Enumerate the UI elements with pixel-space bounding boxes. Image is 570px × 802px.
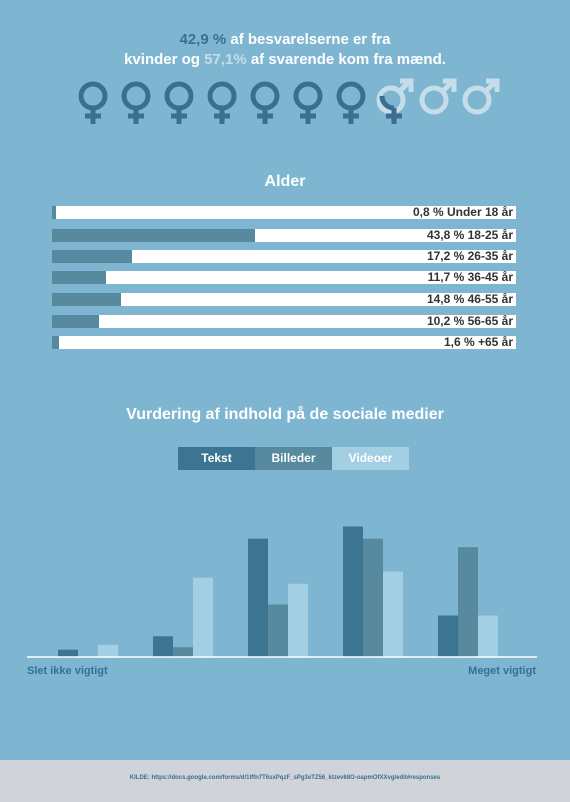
axis-left-label: Slet ikke vigtigt <box>27 665 108 677</box>
age-bar-fill <box>52 229 256 242</box>
bar-videoer-4 <box>383 571 403 657</box>
female-icon <box>293 81 323 124</box>
legend-item: Videoer <box>332 447 409 470</box>
age-bar-fill <box>52 206 56 219</box>
female-icon <box>207 81 237 124</box>
bar-tekst-4 <box>343 526 363 657</box>
footer: KILDE: https://docs.google.com/forms/d/1… <box>0 760 570 802</box>
age-bar-fill <box>52 293 121 306</box>
age-bar-label: 11,7 % 36-45 år <box>427 270 513 284</box>
bar-tekst-2 <box>153 636 173 657</box>
headline-text-1: af besvarelserne er fra <box>226 31 391 48</box>
age-bar-label: 43,8 % 18-25 år <box>426 228 513 242</box>
age-row: 17,2 % 26-35 år <box>52 250 516 263</box>
headline-line-1: 42,9 % af besvarelserne er fra <box>0 30 570 50</box>
female-icon <box>78 81 108 124</box>
age-row: 0,8 % Under 18 år <box>52 206 516 219</box>
gender-icon-row <box>78 78 500 124</box>
bar-billeder-5 <box>458 547 478 657</box>
age-row: 43,8 % 18-25 år <box>52 229 516 242</box>
legend-item: Tekst <box>178 447 255 470</box>
age-row: 1,6 % +65 år <box>52 336 516 349</box>
female-icon <box>164 81 194 124</box>
bar-billeder-4 <box>363 538 383 657</box>
age-row: 10,2 % 56-65 år <box>52 315 516 328</box>
age-bar-label: 10,2 % 56-65 år <box>426 314 513 328</box>
age-bar-fill <box>52 315 100 328</box>
rating-bar-chart <box>27 526 537 658</box>
bar-billeder-3 <box>268 604 288 657</box>
bar-billeder-2 <box>173 647 193 657</box>
age-bar-fill <box>52 250 132 263</box>
age-bar-label: 17,2 % 26-35 år <box>426 249 513 263</box>
age-row: 11,7 % 36-45 år <box>52 271 516 284</box>
bar-tekst-5 <box>438 615 458 657</box>
headline-text-2: kvinder og <box>124 51 205 68</box>
male-icon <box>376 78 414 115</box>
male-percentage: 57,1% <box>204 51 247 68</box>
partial-female-icon <box>379 95 402 124</box>
male-icon <box>462 78 500 115</box>
legend-item: Billeder <box>255 447 332 470</box>
source-text: KILDE: https://docs.google.com/forms/d/1… <box>129 775 441 781</box>
bar-tekst-3 <box>248 538 268 657</box>
bar-videoer-5 <box>478 615 498 657</box>
age-bar-label: 14,8 % 46-55 år <box>426 292 513 306</box>
headline-line-2: kvinder og 57,1% af svarende kom fra mæn… <box>0 50 570 70</box>
bar-videoer-2 <box>193 577 213 657</box>
headline: 42,9 % af besvarelserne er fra kvinder o… <box>0 30 570 70</box>
rating-title: Vurdering af indhold på de sociale medie… <box>126 406 444 423</box>
age-bar-fill <box>52 336 60 349</box>
bar-tekst-1 <box>58 649 78 657</box>
male-icon <box>419 78 457 115</box>
female-icon <box>121 81 151 124</box>
age-bar-label: 1,6 % +65 år <box>443 335 513 349</box>
age-title: Alder <box>264 173 306 190</box>
female-icon <box>336 81 366 124</box>
age-bar-fill <box>52 271 107 284</box>
female-icon <box>250 81 280 124</box>
headline-text-3: af svarende kom fra mænd. <box>246 51 446 68</box>
bar-videoer-1 <box>98 644 118 657</box>
age-row: 14,8 % 46-55 år <box>52 293 516 306</box>
rating-legend: Tekst Billeder Videoer <box>178 447 409 470</box>
axis-right-label: Meget vigtigt <box>468 665 536 677</box>
age-bar-label: 0,8 % Under 18 år <box>412 205 513 219</box>
female-percentage: 42,9 % <box>179 31 227 48</box>
bar-videoer-3 <box>288 583 308 657</box>
